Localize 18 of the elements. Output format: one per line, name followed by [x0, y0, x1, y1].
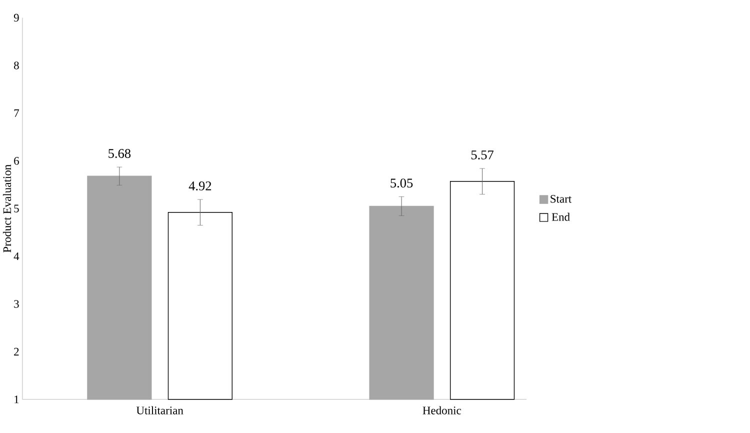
data-label: 5.05	[390, 178, 413, 188]
y-axis-title: Product Evaluation	[2, 164, 12, 252]
data-label: 5.57	[471, 150, 494, 160]
legend-label: End	[552, 212, 570, 221]
y-tick-label: 6	[14, 156, 19, 165]
data-label: 5.68	[108, 148, 131, 158]
y-tick-label: 3	[14, 300, 19, 308]
x-tick-label: Utilitarian	[136, 406, 184, 414]
y-tick-label: 7	[14, 109, 19, 117]
y-tick-label: 9	[14, 14, 19, 22]
y-tick-label: 4	[14, 252, 20, 260]
y-tick-label: 2	[14, 348, 19, 356]
x-tick-label: Hedonic	[422, 406, 462, 414]
legend-label: Start	[550, 194, 572, 203]
y-tick-label: 1	[14, 396, 19, 404]
y-tick-label: 8	[14, 62, 19, 70]
data-label: 4.92	[188, 181, 212, 190]
y-tick-label: 5	[14, 204, 19, 212]
